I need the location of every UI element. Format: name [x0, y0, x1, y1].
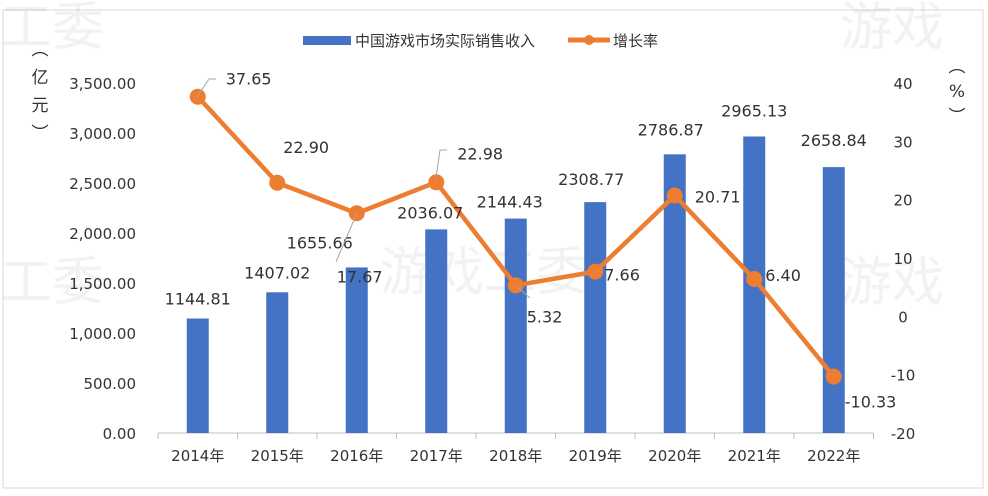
leader-line — [515, 285, 531, 299]
left-tick-label: 2,500.00 — [69, 175, 136, 193]
left-axis-title: 亿 — [32, 68, 49, 88]
right-axis-title: % — [949, 82, 965, 102]
bar — [186, 318, 209, 433]
watermark-text: 游戏 — [840, 253, 944, 313]
growth-data-label: -10.33 — [845, 393, 897, 412]
x-tick-label: 2015年 — [251, 447, 304, 465]
bar-data-label: 2658.84 — [801, 131, 867, 150]
bar-data-label: 2036.07 — [397, 203, 463, 222]
growth-data-label: 22.98 — [457, 144, 503, 163]
right-tick-label: -10 — [891, 367, 916, 385]
watermark-text: 游戏 — [840, 0, 944, 58]
left-tick-label: 2,000.00 — [69, 225, 136, 243]
bar-data-label: 2965.13 — [721, 101, 787, 120]
growth-point — [587, 263, 604, 280]
bar-data-label: 2786.87 — [638, 120, 704, 139]
bar-data-label: 2308.77 — [558, 170, 624, 189]
legend-marker-growth — [584, 35, 594, 45]
leader-line — [335, 212, 358, 263]
legend: 中国游戏市场实际销售收入 增长率 — [303, 32, 658, 50]
x-tick-label: 2014年 — [171, 447, 224, 465]
legend-label-revenue: 中国游戏市场实际销售收入 — [355, 32, 535, 50]
right-tick-label: -20 — [891, 425, 916, 443]
bar — [663, 154, 686, 434]
left-axis-title: ︶ — [32, 124, 49, 144]
bar — [425, 229, 448, 433]
bar — [345, 267, 368, 433]
left-tick-label: 1,000.00 — [69, 325, 136, 343]
legend-swatch-revenue — [303, 36, 351, 45]
growth-data-label: 20.71 — [695, 188, 741, 207]
right-axis-title: ︵ — [949, 57, 966, 77]
bar — [266, 292, 289, 433]
right-tick-label: 10 — [893, 250, 912, 268]
chart-frame — [2, 9, 984, 489]
bar — [584, 202, 607, 433]
x-tick-label: 2018年 — [489, 447, 542, 465]
growth-data-label: 37.65 — [226, 70, 272, 89]
x-tick-label: 2021年 — [728, 447, 781, 465]
growth-data-label: 6.40 — [765, 266, 801, 285]
right-tick-label: 20 — [893, 192, 912, 210]
left-tick-label: 3,000.00 — [69, 125, 136, 143]
x-tick-label: 2019年 — [569, 447, 622, 465]
left-tick-label: 1,500.00 — [69, 275, 136, 293]
watermark-text: 工委 — [0, 0, 104, 58]
growth-point — [825, 368, 842, 385]
right-tick-label: 30 — [893, 133, 912, 151]
bar — [504, 218, 527, 433]
growth-point — [746, 271, 763, 287]
left-tick-label: 0.00 — [103, 425, 136, 443]
left-axis-title: ︵ — [32, 40, 49, 60]
right-tick-label: 0 — [898, 308, 908, 326]
bar-data-label: 2144.43 — [477, 193, 543, 212]
growth-data-label: 22.90 — [283, 138, 329, 157]
leader-line — [435, 149, 447, 179]
right-axis-title: ︶ — [949, 107, 966, 127]
growth-point — [269, 174, 286, 191]
growth-data-label: 5.32 — [527, 307, 563, 326]
bar-data-label: 1144.81 — [165, 290, 231, 309]
bar-data-label: 1407.02 — [244, 263, 310, 282]
x-tick-label: 2022年 — [807, 447, 860, 465]
growth-point — [666, 187, 683, 204]
left-tick-label: 500.00 — [84, 375, 137, 393]
legend-label-growth: 增长率 — [613, 32, 658, 50]
left-tick-label: 3,500.00 — [69, 75, 136, 93]
bar-data-label: 1655.66 — [287, 233, 353, 252]
left-axis-title: 元 — [32, 96, 49, 116]
x-tick-label: 2020年 — [648, 447, 701, 465]
growth-data-label: 17.67 — [337, 267, 383, 286]
x-tick-label: 2016年 — [330, 447, 383, 465]
watermark: 工委 游戏工委 游戏工委 游戏 — [0, 0, 944, 313]
x-tick-label: 2017年 — [410, 447, 463, 465]
bar — [822, 167, 845, 433]
right-tick-label: 40 — [893, 75, 912, 93]
leader-line — [196, 78, 216, 98]
growth-data-label: 7.66 — [604, 266, 640, 285]
watermark-text: 工委 — [0, 253, 104, 313]
watermark-text: 游戏工委 — [380, 243, 588, 303]
growth-point — [428, 174, 445, 191]
